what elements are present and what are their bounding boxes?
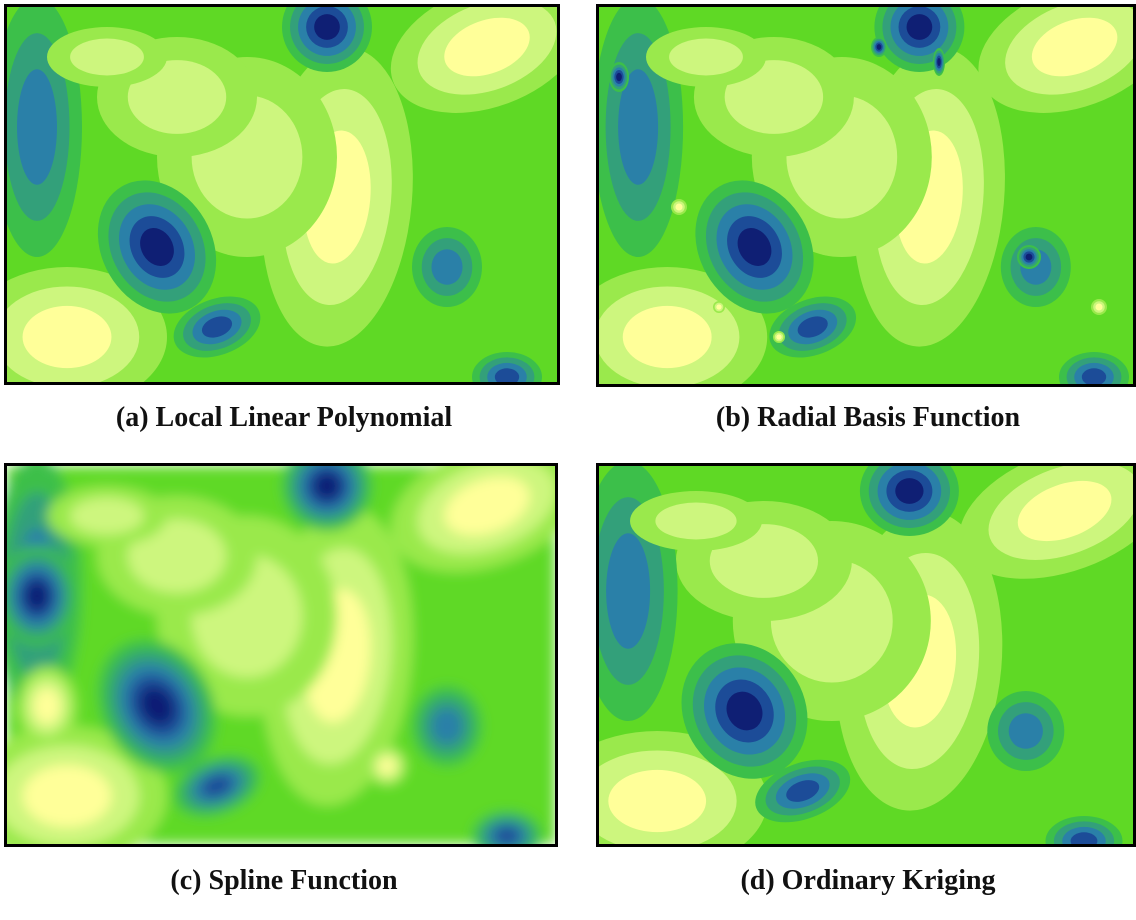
caption: (c) Spline Function xyxy=(4,865,564,897)
map xyxy=(7,466,555,844)
contour-region xyxy=(669,39,743,76)
map xyxy=(599,7,1133,384)
contour-region xyxy=(937,58,940,66)
contour-region xyxy=(1009,713,1043,749)
contour-region xyxy=(70,39,144,76)
figure-page: {"panels": [ {"caption": "(a) Local Line… xyxy=(0,0,1136,920)
contour-region xyxy=(608,770,706,832)
contour-region xyxy=(895,478,923,504)
contour-region xyxy=(616,73,622,82)
contour-region xyxy=(776,334,781,339)
contour-region xyxy=(314,473,340,499)
map xyxy=(7,7,557,382)
contour-region xyxy=(655,503,736,540)
contour-region xyxy=(431,249,462,285)
contour-region xyxy=(1095,303,1102,310)
map-panel xyxy=(596,463,1136,847)
caption: (a) Local Linear Polynomial xyxy=(4,402,564,434)
contour-region xyxy=(34,688,61,724)
caption: (b) Radial Basis Function xyxy=(588,402,1136,434)
contour-region xyxy=(606,533,650,649)
contour-region xyxy=(17,69,57,185)
contour-region xyxy=(23,765,112,827)
contour-region xyxy=(431,708,462,744)
caption: (d) Ordinary Kriging xyxy=(588,865,1136,897)
contour-region xyxy=(26,582,49,611)
contour-region xyxy=(70,498,144,535)
map-panel xyxy=(596,4,1136,387)
contour-region xyxy=(314,14,340,40)
map xyxy=(599,466,1133,844)
contour-region xyxy=(495,827,519,844)
contour-region xyxy=(623,306,712,368)
contour-region xyxy=(1026,254,1033,261)
contour-region xyxy=(675,203,682,210)
contour-region xyxy=(877,44,882,50)
contour-region xyxy=(23,306,112,368)
contour-region xyxy=(378,757,396,775)
map-panel xyxy=(4,4,560,385)
contour-region xyxy=(907,14,933,40)
contour-region xyxy=(716,304,721,309)
map-panel xyxy=(4,463,558,847)
